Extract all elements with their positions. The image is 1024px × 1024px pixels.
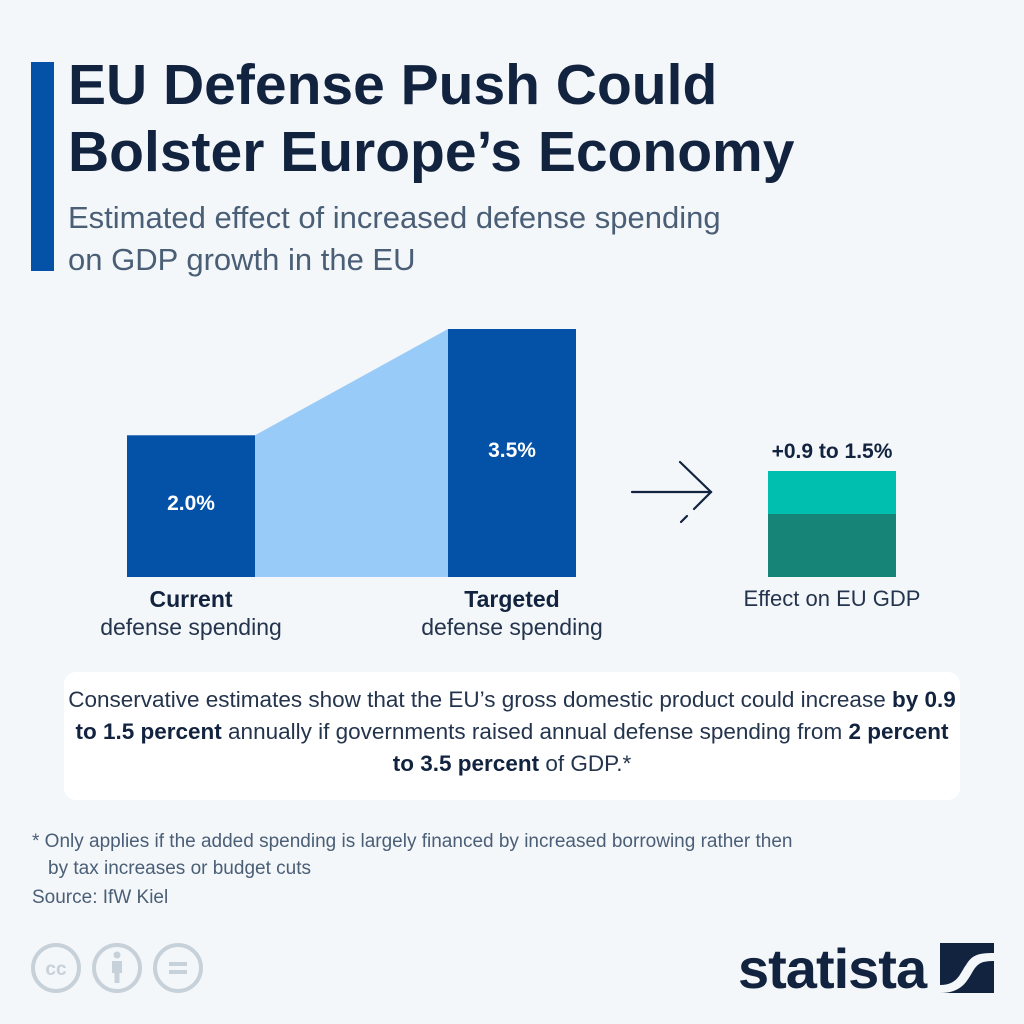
subtitle: Estimated effect of increased defense sp…: [68, 197, 968, 281]
gdp-effect-upper-range: [768, 471, 896, 514]
footnote-line-1: * Only applies if the added spending is …: [32, 831, 793, 852]
creative-commons-icon[interactable]: cc: [31, 943, 81, 993]
subtitle-line-1: Estimated effect of increased defense sp…: [68, 200, 721, 235]
arrow-icon: [630, 460, 713, 524]
increase-connector-area: [255, 329, 448, 577]
category-label-targeted: Targeted defense spending: [387, 585, 637, 641]
gdp-effect-value-label: +0.9 to 1.5%: [771, 440, 893, 463]
note-text-part-1: Conservative estimates show that the EU’…: [68, 687, 892, 712]
note-highlight-spending-range: 2 percent to 3.5 percent: [392, 719, 949, 776]
statista-wordmark[interactable]: statista: [738, 937, 927, 1000]
title-line-1: EU Defense Push Could: [68, 53, 718, 117]
summary-note-box: [64, 672, 960, 800]
category-label-targeted-bold: Targeted: [464, 586, 560, 612]
no-derivatives-icon[interactable]: [153, 943, 203, 993]
subtitle-line-2: on GDP growth in the EU: [68, 242, 416, 277]
bar-value-label-current: 2.0%: [167, 492, 215, 516]
category-label-targeted-regular: defense spending: [421, 614, 603, 640]
statista-logo-icon[interactable]: [940, 943, 994, 993]
footnote: * Only applies if the added spending is …: [32, 828, 972, 882]
attribution-icon[interactable]: [92, 943, 142, 993]
category-label-current-bold: Current: [149, 586, 233, 612]
note-text-part-3: of GDP.*: [539, 751, 632, 776]
gdp-effect-category-label: Effect on EU GDP: [743, 586, 921, 611]
gdp-effect-lower-range: [768, 514, 896, 577]
bar-value-label-targeted: 3.5%: [488, 439, 536, 462]
license-icons[interactable]: cc: [30, 942, 210, 996]
note-text-part-2: annually if governments raised annual de…: [221, 719, 849, 744]
title-line-2: Bolster Europe’s Economy: [68, 120, 795, 184]
svg-text:cc: cc: [45, 959, 67, 980]
summary-note-text: Conservative estimates show that the EU’…: [64, 684, 960, 780]
footnote-line-2: by tax increases or budget cuts: [48, 858, 311, 879]
category-label-current-regular: defense spending: [100, 614, 282, 640]
bar-targeted-spending: [448, 329, 576, 577]
title-accent-bar: [31, 62, 54, 271]
source-label: Source: IfW Kiel: [32, 887, 169, 908]
note-highlight-gdp-range: by 0.9 to 1.5 percent: [75, 687, 956, 744]
category-label-current: Current defense spending: [66, 585, 316, 641]
bar-current-spending: [127, 435, 255, 577]
page-title: EU Defense Push Could Bolster Europe’s E…: [68, 52, 968, 186]
